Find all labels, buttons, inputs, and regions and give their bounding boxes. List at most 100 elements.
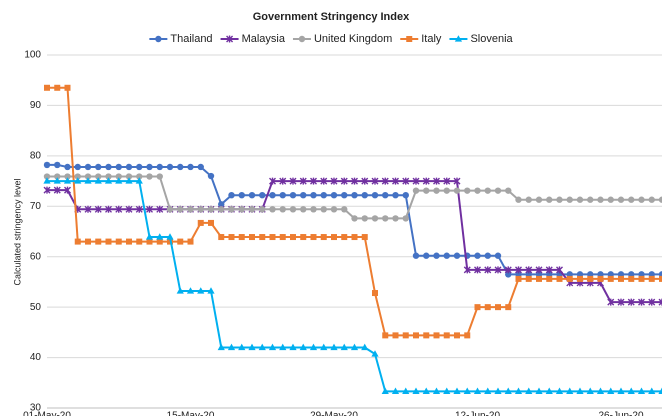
marker	[423, 187, 430, 194]
marker	[372, 290, 378, 297]
marker	[156, 238, 163, 245]
marker	[597, 275, 604, 282]
marker	[217, 343, 225, 351]
marker	[207, 172, 215, 180]
marker	[126, 238, 132, 245]
marker	[105, 163, 112, 171]
marker	[115, 205, 123, 213]
marker	[546, 275, 553, 282]
marker	[135, 177, 143, 184]
marker	[351, 215, 358, 222]
marker	[299, 177, 307, 185]
marker	[351, 177, 358, 185]
marker	[289, 343, 297, 351]
marker	[218, 201, 225, 208]
marker	[340, 343, 348, 351]
marker	[587, 196, 594, 203]
marker	[659, 275, 662, 282]
marker	[412, 387, 420, 394]
marker	[515, 196, 522, 203]
marker	[361, 191, 368, 199]
marker	[64, 84, 71, 91]
marker	[166, 163, 174, 171]
legend-item: Slovenia	[449, 33, 514, 45]
marker	[146, 238, 153, 245]
marker	[43, 186, 51, 194]
marker	[494, 252, 502, 259]
legend-item: Italy	[400, 33, 442, 45]
marker	[289, 191, 297, 199]
marker	[402, 191, 409, 199]
marker	[464, 332, 471, 339]
marker	[105, 173, 112, 180]
marker	[104, 177, 113, 184]
marker	[648, 196, 655, 203]
marker	[535, 387, 543, 394]
marker	[125, 205, 133, 213]
marker	[341, 206, 348, 213]
marker	[556, 196, 563, 203]
marker	[351, 191, 358, 199]
marker	[269, 191, 276, 199]
marker	[320, 191, 327, 199]
marker	[53, 177, 61, 184]
marker	[576, 196, 584, 203]
marker	[402, 215, 409, 222]
marker	[187, 238, 194, 245]
marker	[320, 343, 328, 351]
marker	[228, 234, 235, 241]
marker	[74, 173, 81, 180]
marker	[74, 238, 81, 245]
marker	[566, 275, 573, 282]
marker	[320, 234, 327, 241]
marker	[463, 266, 471, 274]
marker	[115, 163, 122, 171]
marker	[453, 387, 461, 394]
marker	[587, 275, 594, 282]
marker	[207, 206, 215, 213]
marker	[238, 191, 245, 199]
marker	[341, 191, 348, 199]
grid: 30 40 50 60 70 80 90 100 01-May-20 15-May-20 29-Ma…	[23, 50, 662, 416]
marker	[320, 177, 328, 185]
marker	[648, 298, 656, 306]
marker	[310, 191, 317, 199]
marker	[617, 387, 625, 394]
x-tick-label: 26-Jun-20	[598, 410, 643, 416]
marker	[64, 173, 71, 180]
marker	[351, 234, 358, 241]
marker	[136, 238, 143, 245]
marker	[382, 191, 389, 199]
marker	[135, 205, 143, 213]
marker	[628, 275, 635, 282]
marker	[310, 234, 317, 241]
marker	[300, 191, 307, 199]
y-tick-label: 60	[30, 251, 42, 262]
marker	[412, 187, 420, 194]
marker	[658, 196, 662, 203]
marker	[298, 35, 306, 43]
marker	[433, 187, 440, 194]
marker	[63, 177, 72, 184]
marker	[412, 252, 420, 259]
marker	[361, 234, 368, 241]
marker	[125, 177, 133, 184]
marker	[504, 266, 512, 274]
marker	[607, 196, 614, 203]
marker	[495, 304, 501, 311]
marker	[627, 387, 635, 394]
marker	[556, 275, 563, 282]
marker	[474, 266, 481, 274]
marker	[627, 298, 635, 306]
marker	[382, 332, 389, 339]
marker	[638, 298, 645, 306]
marker	[156, 173, 163, 180]
marker	[474, 187, 481, 194]
marker	[422, 177, 430, 185]
marker	[350, 343, 359, 351]
marker	[84, 205, 92, 213]
marker	[484, 387, 492, 394]
x-tick-label: 29-May-20	[310, 410, 358, 416]
marker	[402, 177, 410, 185]
marker	[371, 191, 379, 199]
